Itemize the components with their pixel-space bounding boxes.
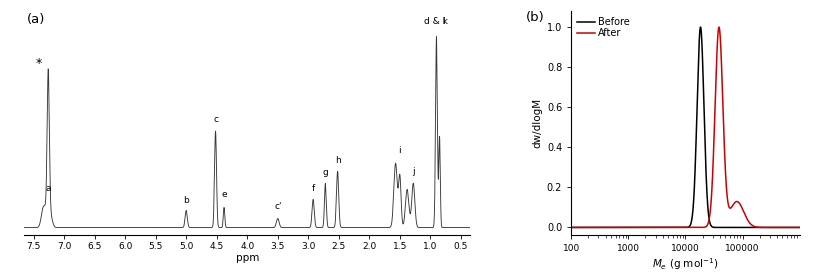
X-axis label: ppm: ppm <box>236 253 259 263</box>
After <box>795 226 805 229</box>
After <box>620 226 630 229</box>
Text: c: c <box>213 115 218 124</box>
Before <box>795 226 805 229</box>
X-axis label: $M_e$ (g mol$^{-1}$): $M_e$ (g mol$^{-1}$) <box>652 256 719 272</box>
Before <box>695 25 705 29</box>
Before <box>653 226 663 229</box>
Text: g: g <box>322 168 328 177</box>
Y-axis label: dw/dlogM: dw/dlogM <box>533 98 543 148</box>
After <box>714 25 724 29</box>
Line: Before: Before <box>571 27 800 227</box>
Text: (a): (a) <box>27 13 45 26</box>
Before <box>793 226 803 229</box>
After <box>622 226 632 229</box>
After <box>653 226 663 229</box>
Text: b: b <box>184 196 189 205</box>
Text: *: * <box>35 57 42 70</box>
Before <box>668 226 678 229</box>
Text: d & k: d & k <box>424 17 448 26</box>
Before <box>620 226 630 229</box>
Line: After: After <box>571 27 800 227</box>
Before <box>619 226 629 229</box>
After <box>668 226 678 229</box>
Text: (b): (b) <box>526 11 544 24</box>
After <box>619 226 629 229</box>
Text: a: a <box>46 184 51 193</box>
Text: c': c' <box>274 202 282 211</box>
After <box>566 226 576 229</box>
Before <box>566 226 576 229</box>
Text: e: e <box>221 190 227 199</box>
Legend: Before, After: Before, After <box>576 16 631 39</box>
Text: f: f <box>312 184 315 193</box>
Text: i: i <box>398 146 401 155</box>
Text: h: h <box>335 156 340 165</box>
Text: l: l <box>442 17 446 26</box>
Text: j: j <box>412 167 415 176</box>
After <box>793 226 803 229</box>
Before <box>622 226 632 229</box>
